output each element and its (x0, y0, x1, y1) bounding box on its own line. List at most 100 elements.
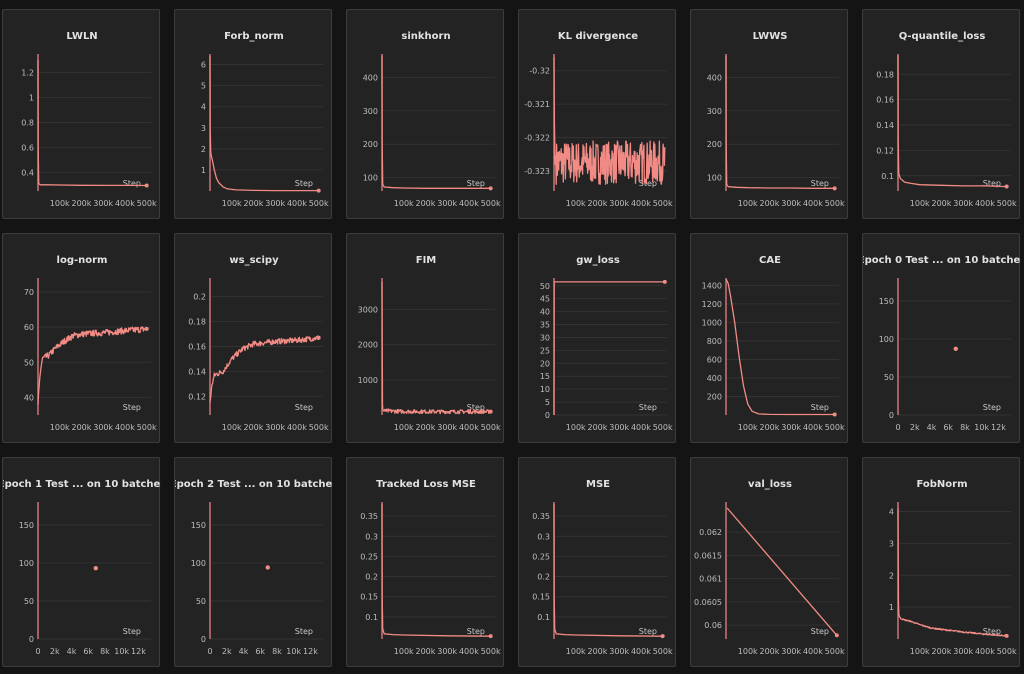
x-tick-label: 400k (803, 423, 823, 432)
x-tick-label: 10k (286, 647, 301, 656)
x-tick-label: 500k (481, 199, 501, 208)
x-tick-label: 100k (910, 199, 930, 208)
y-tick-label: 50 (884, 373, 894, 382)
chart-title: ws_scipy (229, 255, 279, 266)
x-tick-label: 400k (631, 199, 651, 208)
x-tick-label: 200k (416, 423, 436, 432)
y-tick-label: 0.2 (193, 293, 206, 302)
x-tick-label: 6k (255, 647, 265, 656)
series-line[interactable] (381, 281, 492, 415)
data-point[interactable] (93, 566, 98, 571)
chart-title: Epoch 2 Test ... on 10 batches (175, 479, 333, 490)
chart-panel-kl-divergence[interactable]: KL divergence -0.32 -0.321 -0.322 -0.323 100k… (518, 9, 676, 219)
chart-panel-val-loss[interactable]: val_loss 0.06 0.0605 0.061 0.0615 0.062 100k 20… (690, 457, 848, 667)
y-tick-label: 1200 (702, 300, 722, 309)
y-tick-label: 0.0605 (694, 598, 722, 607)
y-tick-label: 6 (201, 61, 206, 70)
chart-panel-fobnorm[interactable]: FobNorm 1 2 3 4 100k 200k 300k 400k 500k Step (862, 457, 1020, 667)
x-tick-label: 300k (437, 423, 457, 432)
x-tick-label: 100k (50, 199, 70, 208)
chart-panel-lwln[interactable]: LWLN 0.4 0.6 0.8 1 1.2 100k 200k 300k 400k 500k Ste… (2, 9, 160, 219)
data-point[interactable] (265, 565, 270, 570)
x-tick-label: 4k (67, 647, 77, 656)
x-tick-label: 300k (781, 647, 801, 656)
chart-title: sinkhorn (401, 31, 450, 42)
y-tick-label: 3 (889, 539, 894, 548)
series-line[interactable] (381, 503, 491, 637)
chart-panel-lwws[interactable]: LWWS 100 200 300 400 100k 200k 300k 400k 500k Step (690, 9, 848, 219)
x-tick-label: 4k (239, 647, 249, 656)
chart-panel-epoch-0-test[interactable]: Epoch 0 Test ... on 10 batches 0 50 100 150 0… (862, 233, 1021, 443)
x-tick-label: 6k (83, 647, 93, 656)
chart-panel-tracked-loss-mse[interactable]: Tracked Loss MSE 0.1 0.15 0.2 0.25 0.3 0.35 100… (346, 457, 504, 667)
x-tick-label: 200k (416, 199, 436, 208)
series-line[interactable] (725, 55, 835, 189)
y-tick-label: -0.32 (529, 67, 550, 76)
chart-panel-cae[interactable]: CAE 200 400 600 800 1000 1200 1400 100k 200k 300k 4… (690, 233, 848, 443)
y-tick-label: 0 (889, 411, 894, 420)
y-tick-label: 600 (707, 355, 722, 364)
x-tick-label: 200k (588, 423, 608, 432)
x-tick-label: 100k (566, 647, 586, 656)
y-tick-label: 40 (540, 308, 550, 317)
series-line[interactable] (726, 507, 838, 636)
series-line[interactable] (209, 56, 319, 192)
y-tick-label: 400 (363, 73, 378, 82)
y-tick-label: 300 (707, 107, 722, 116)
series-end-point (488, 186, 493, 191)
series-line[interactable] (725, 278, 835, 416)
series-end-point (488, 634, 493, 639)
series-line[interactable] (209, 335, 320, 403)
series-line[interactable] (553, 503, 663, 637)
series-line[interactable] (37, 326, 148, 405)
y-tick-label: 0.35 (360, 512, 378, 521)
series-line[interactable] (553, 281, 665, 416)
y-tick-label: 25 (540, 346, 550, 355)
chart-title: FIM (416, 255, 437, 266)
y-tick-label: 0.6 (21, 143, 34, 152)
chart-panel-ws-scipy[interactable]: ws_scipy 0.12 0.14 0.16 0.18 0.2 100k 200k 300k 4… (174, 233, 332, 443)
y-tick-label: 0.14 (188, 367, 206, 376)
series-line[interactable] (897, 508, 1008, 637)
x-tick-label: 300k (781, 199, 801, 208)
chart-panel-epoch-1-test[interactable]: Epoch 1 Test ... on 10 batches 0 50 100 150 0… (2, 457, 161, 667)
x-tick-label: 300k (437, 647, 457, 656)
series-line[interactable] (37, 60, 147, 187)
chart-panel-q-quantile-loss[interactable]: Q-quantile_loss 0.1 0.12 0.14 0.16 0.18 100k 20… (862, 9, 1020, 219)
chart-svg: Tracked Loss MSE 0.1 0.15 0.2 0.25 0.3 0.35 100… (360, 479, 501, 656)
series-line[interactable] (381, 55, 491, 189)
y-tick-label: 200 (363, 140, 378, 149)
x-tick-label: 500k (825, 647, 845, 656)
series-line[interactable] (553, 57, 666, 185)
chart-title: val_loss (748, 479, 792, 490)
chart-panel-sinkhorn[interactable]: sinkhorn 100 200 300 400 100k 200k 300k 400k 500k… (346, 9, 504, 219)
chart-panel-gw-loss[interactable]: gw_loss 0 5 10 15 20 25 30 35 40 45 50 100k 200k 300k 4… (518, 233, 676, 443)
x-tick-label: 500k (997, 647, 1017, 656)
x-tick-label: 2k (222, 647, 232, 656)
y-tick-label: 0.1 (365, 613, 378, 622)
y-tick-label: 10 (540, 385, 550, 394)
data-point[interactable] (953, 346, 958, 351)
x-tick-label: 100k (910, 647, 930, 656)
y-tick-label: 0.35 (532, 512, 550, 521)
x-tick-label: 300k (93, 423, 113, 432)
chart-svg: ws_scipy 0.12 0.14 0.16 0.18 0.2 100k 200k 300k 4… (188, 255, 329, 432)
x-tick-label: 200k (588, 647, 608, 656)
chart-svg: sinkhorn 100 200 300 400 100k 200k 300k 400k 500k… (363, 31, 501, 208)
x-tick-label: 500k (825, 423, 845, 432)
chart-panel-mse[interactable]: MSE 0.1 0.15 0.2 0.25 0.3 0.35 100k 200k 300k 400k… (518, 457, 676, 667)
chart-panel-epoch-2-test[interactable]: Epoch 2 Test ... on 10 batches 0 50 100 150 0… (174, 457, 333, 667)
chart-panel-fim[interactable]: FIM 1000 2000 3000 100k 200k 300k 400k 500k Step (346, 233, 504, 443)
chart-panel-forb-norm[interactable]: Forb_norm 1 2 3 4 5 6 100k 200k 300k 400k 500k Step (174, 9, 332, 219)
series-end-point (832, 186, 837, 191)
y-tick-label: 200 (707, 392, 722, 401)
chart-svg: Forb_norm 1 2 3 4 5 6 100k 200k 300k 400k 500k Step (201, 31, 329, 208)
series-line[interactable] (897, 55, 1007, 188)
y-tick-label: 0.8 (21, 119, 34, 128)
y-tick-label: 0.12 (876, 146, 894, 155)
y-tick-label: 4 (201, 103, 206, 112)
y-tick-label: 300 (363, 107, 378, 116)
chart-svg: FIM 1000 2000 3000 100k 200k 300k 400k 500k Step (358, 255, 501, 432)
chart-panel-log-norm[interactable]: log-norm 40 50 60 70 100k 200k 300k 400k 500k Step (2, 233, 160, 443)
chart-svg: KL divergence -0.32 -0.321 -0.322 -0.323 100k… (524, 31, 673, 208)
